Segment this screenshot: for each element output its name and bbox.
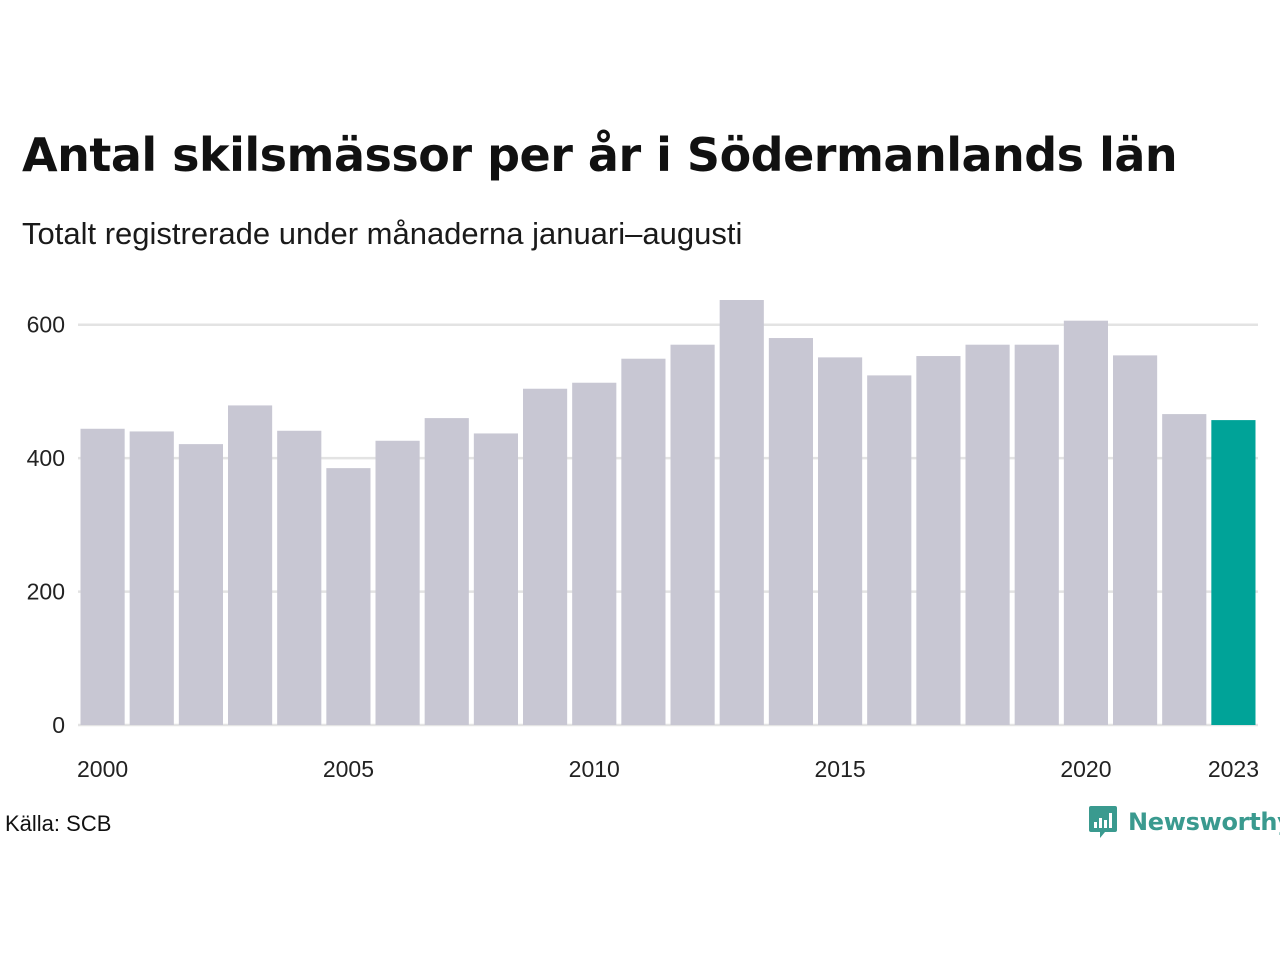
bar-2006 bbox=[375, 440, 420, 725]
bar-2016 bbox=[867, 375, 912, 725]
bar-2020 bbox=[1063, 320, 1108, 725]
x-tick-label-2023: 2023 bbox=[1208, 756, 1259, 782]
chart-title: Antal skilsmässor per år i Södermanlands… bbox=[22, 128, 1178, 182]
bars bbox=[80, 300, 1256, 725]
bar-2014 bbox=[768, 338, 813, 725]
newsworthy-logo-icon bbox=[1089, 806, 1117, 838]
bar-2002 bbox=[178, 444, 223, 725]
bar-2018 bbox=[965, 344, 1010, 725]
x-tick-label-2000: 2000 bbox=[77, 756, 128, 782]
bar-2012 bbox=[670, 344, 715, 725]
bar-2015 bbox=[818, 357, 863, 725]
brand-name: Newsworthy bbox=[1128, 808, 1280, 836]
bar-2007 bbox=[424, 418, 469, 725]
bar-2003 bbox=[228, 405, 273, 725]
bar-2008 bbox=[473, 433, 518, 725]
bar-2009 bbox=[523, 388, 568, 725]
bar-2010 bbox=[572, 382, 617, 725]
bar-2023 bbox=[1211, 420, 1256, 725]
bar-2011 bbox=[621, 358, 666, 725]
bar-2000 bbox=[80, 428, 125, 725]
chart-subtitle: Totalt registrerade under månaderna janu… bbox=[22, 216, 743, 251]
x-tick-label-2020: 2020 bbox=[1060, 756, 1111, 782]
y-tick-label-400: 400 bbox=[27, 445, 65, 471]
bar-2004 bbox=[277, 430, 322, 725]
bar-2013 bbox=[719, 300, 764, 725]
bar-2017 bbox=[916, 356, 961, 725]
brand-logo: Newsworthy bbox=[1088, 804, 1280, 840]
x-tick-label-2010: 2010 bbox=[569, 756, 620, 782]
x-axis-ticks: 2000 2005 2010 2015 2020 2023 bbox=[77, 756, 1259, 782]
gridlines bbox=[78, 323, 1258, 727]
bar-2021 bbox=[1113, 355, 1158, 725]
bar-2019 bbox=[1014, 344, 1059, 725]
x-tick-label-2005: 2005 bbox=[323, 756, 374, 782]
y-tick-label-600: 600 bbox=[27, 312, 65, 338]
bar-2005 bbox=[326, 468, 371, 725]
y-axis-ticks: 0 200 400 600 bbox=[27, 312, 65, 738]
bar-2001 bbox=[129, 431, 174, 725]
source-note: Källa: SCB bbox=[5, 811, 112, 836]
y-tick-label-200: 200 bbox=[27, 579, 65, 605]
bar-2022 bbox=[1162, 414, 1207, 725]
y-tick-label-0: 0 bbox=[52, 712, 65, 738]
x-tick-label-2015: 2015 bbox=[814, 756, 865, 782]
